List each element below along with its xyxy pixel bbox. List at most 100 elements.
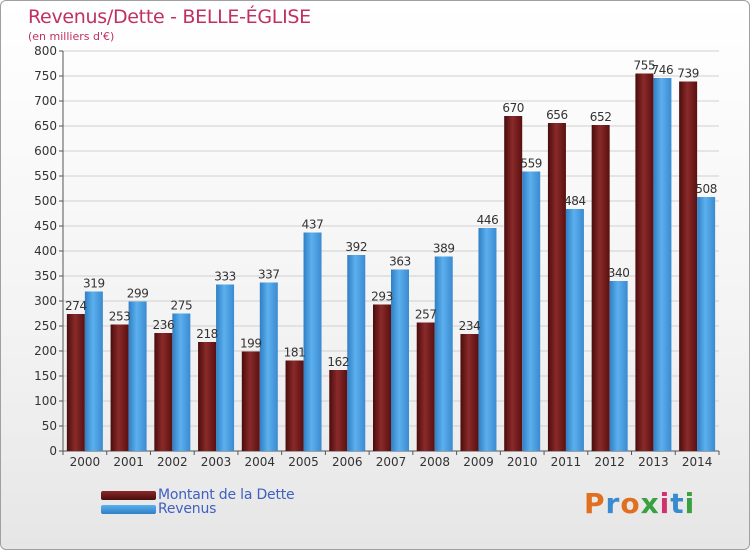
bar-debt: [198, 342, 217, 451]
bar-debt: [504, 116, 523, 451]
data-label-revenue: 333: [214, 270, 236, 284]
x-tick-label: 2013: [638, 455, 669, 469]
data-label-debt: 652: [590, 110, 612, 124]
data-label-debt: 162: [327, 355, 349, 369]
logo-letter: t: [670, 487, 685, 520]
legend-item-revenue: Revenus: [101, 501, 216, 517]
bar-revenue: [434, 256, 453, 451]
bars: [66, 73, 716, 451]
data-label-revenue: 337: [258, 268, 280, 282]
y-tick-label: 250: [34, 319, 57, 333]
bar-revenue: [391, 269, 409, 451]
x-tick-label: 2002: [157, 455, 188, 469]
data-label-revenue: 389: [433, 242, 455, 256]
x-tick-label: 2006: [332, 455, 363, 469]
bar-debt: [679, 81, 698, 451]
data-label-revenue: 363: [389, 255, 411, 269]
legend-item-debt: Montant de la Dette: [101, 487, 295, 503]
bar-debt: [329, 370, 348, 451]
bar-debt: [460, 334, 479, 451]
y-tick-label: 600: [34, 144, 57, 158]
x-tick-label: 2000: [70, 455, 101, 469]
data-label-debt: 656: [546, 108, 568, 122]
logo-letter: i: [684, 487, 696, 520]
y-tick-label: 500: [34, 194, 57, 208]
legend-swatch-revenue: [101, 504, 156, 514]
data-label-debt: 199: [240, 337, 262, 351]
data-label-revenue: 275: [170, 299, 192, 313]
bar-debt: [591, 125, 610, 451]
y-tick-label: 100: [34, 394, 57, 408]
data-label-revenue: 299: [127, 287, 149, 301]
bar-debt: [110, 324, 129, 451]
y-tick-label: 550: [34, 169, 57, 183]
data-label-debt: 755: [634, 59, 656, 73]
bar-revenue: [609, 281, 628, 451]
data-label-debt: 274: [65, 299, 87, 313]
data-label-revenue: 392: [345, 240, 367, 254]
chart-title: Revenus/Dette - BELLE-ÉGLISE: [28, 6, 311, 28]
bar-debt: [241, 351, 260, 451]
legend-label-debt: Montant de la Dette: [158, 487, 295, 503]
data-label-debt: 234: [459, 319, 481, 333]
bar-revenue: [303, 232, 322, 451]
x-tick-label: 2010: [507, 455, 538, 469]
data-label-revenue: 484: [564, 194, 586, 208]
data-label-revenue: 437: [302, 218, 324, 232]
y-tick-label: 0: [49, 444, 57, 458]
bar-debt: [547, 123, 566, 451]
y-tick-label: 50: [42, 419, 57, 433]
data-labels: 274 319 253 299 236 275 218 333 199 337 181 437 162 3…: [65, 59, 717, 370]
data-label-debt: 670: [502, 101, 524, 115]
bar-revenue: [478, 228, 497, 451]
y-tick-label: 300: [34, 294, 57, 308]
y-tick-label: 700: [34, 94, 57, 108]
data-label-debt: 739: [677, 67, 699, 81]
chart-subtitle: (en milliers d'€): [28, 30, 115, 43]
y-tick-label: 350: [34, 269, 57, 283]
bar-revenue: [128, 301, 147, 451]
y-tick-label: 650: [34, 119, 57, 133]
x-tick-label: 2009: [463, 455, 494, 469]
x-tick-label: 2001: [113, 455, 144, 469]
logo-letter: x: [640, 487, 660, 520]
x-tick-label: 2012: [594, 455, 625, 469]
logo-letter: r: [605, 487, 621, 520]
data-label-debt: 236: [152, 318, 174, 332]
bar-revenue: [172, 313, 191, 451]
x-tick-label: 2003: [201, 455, 232, 469]
data-label-revenue: 559: [520, 157, 542, 171]
data-label-revenue: 340: [608, 266, 630, 280]
logo-letter: i: [659, 487, 671, 520]
x-tick-label: 2005: [288, 455, 319, 469]
y-tick-label: 750: [34, 69, 57, 83]
y-tick-label: 800: [34, 44, 57, 58]
axes: 0 50 100 150 200 250 300 350 400 450 500 550 600 650 7…: [34, 44, 720, 469]
x-tick-label: 2004: [245, 455, 276, 469]
x-tick-label: 2014: [682, 455, 713, 469]
x-tick-label: 2007: [376, 455, 407, 469]
bar-revenue: [565, 209, 584, 451]
legend-label-revenue: Revenus: [158, 501, 217, 517]
bar-debt: [154, 333, 173, 451]
x-tick-label: 2011: [551, 455, 582, 469]
bar-revenue: [697, 197, 716, 451]
bar-debt: [416, 322, 435, 451]
x-tick-label: 2008: [419, 455, 450, 469]
bar-revenue: [259, 282, 278, 451]
data-label-debt: 257: [415, 308, 437, 322]
legend-swatch-debt: [101, 490, 156, 500]
bar-debt: [66, 314, 85, 451]
data-label-debt: 253: [109, 310, 131, 324]
logo-letter: P: [584, 487, 606, 520]
bar-debt: [285, 360, 304, 451]
y-tick-label: 450: [34, 219, 57, 233]
data-label-revenue: 446: [477, 213, 499, 227]
bar-revenue: [216, 284, 235, 451]
bar-revenue: [522, 171, 541, 451]
y-tick-label: 200: [34, 344, 57, 358]
bar-revenue: [84, 291, 103, 451]
bar-debt: [373, 304, 391, 451]
